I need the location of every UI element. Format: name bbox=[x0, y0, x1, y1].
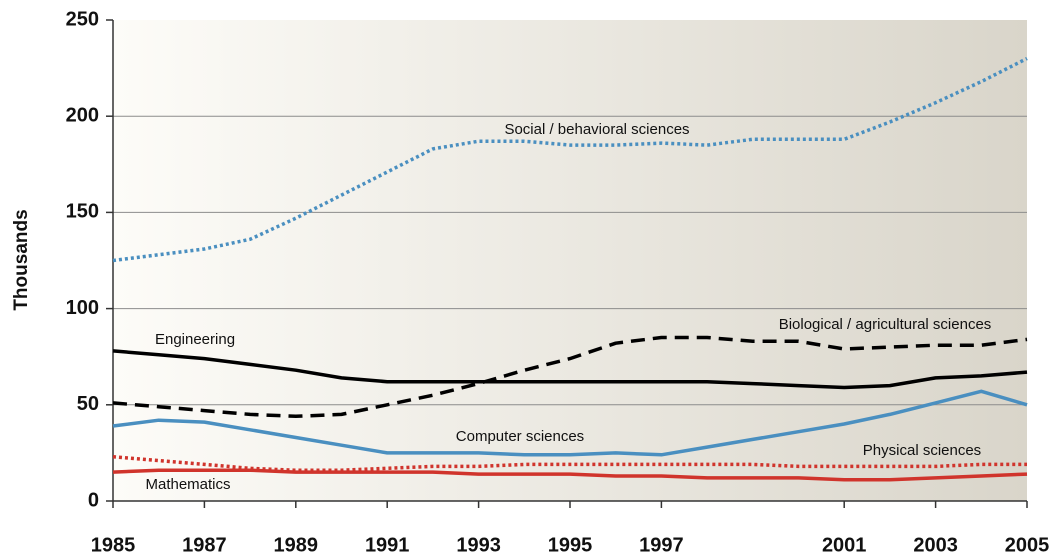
y-tick-label: 200 bbox=[66, 104, 99, 126]
series-line bbox=[112, 389, 1028, 457]
x-tick-label: 1989 bbox=[274, 534, 319, 556]
y-axis-label: Thousands bbox=[11, 209, 32, 310]
y-tick-label: 50 bbox=[77, 393, 99, 415]
plot-area bbox=[113, 20, 1027, 501]
series-label: Physical sciences bbox=[863, 442, 981, 459]
y-tick-label: 100 bbox=[66, 297, 99, 319]
series-label: Biological / agricultural sciences bbox=[779, 316, 992, 333]
series-line bbox=[112, 454, 1027, 472]
series-label: Mathematics bbox=[145, 476, 230, 493]
x-tick-label: 2001 bbox=[822, 534, 867, 556]
x-tick-label: 2005 bbox=[1005, 534, 1050, 556]
series-label: Social / behavioral sciences bbox=[504, 121, 689, 138]
x-tick-label: 1991 bbox=[365, 534, 410, 556]
y-tick-label: 250 bbox=[66, 8, 99, 30]
y-tick-label: 150 bbox=[66, 201, 99, 223]
series-line bbox=[112, 335, 1028, 419]
x-tick-label: 1997 bbox=[639, 534, 684, 556]
series-label: Computer sciences bbox=[456, 428, 584, 445]
x-tick-label: 2003 bbox=[913, 534, 958, 556]
x-tick-label: 1985 bbox=[91, 534, 136, 556]
y-tick-label: 0 bbox=[88, 489, 99, 511]
series-line bbox=[112, 468, 1028, 482]
series-label: Engineering bbox=[155, 331, 235, 348]
series-line bbox=[112, 349, 1028, 390]
x-tick-label: 1987 bbox=[182, 534, 227, 556]
x-tick-label: 1993 bbox=[456, 534, 501, 556]
series-line bbox=[112, 56, 1028, 263]
x-tick-label: 1995 bbox=[548, 534, 593, 556]
